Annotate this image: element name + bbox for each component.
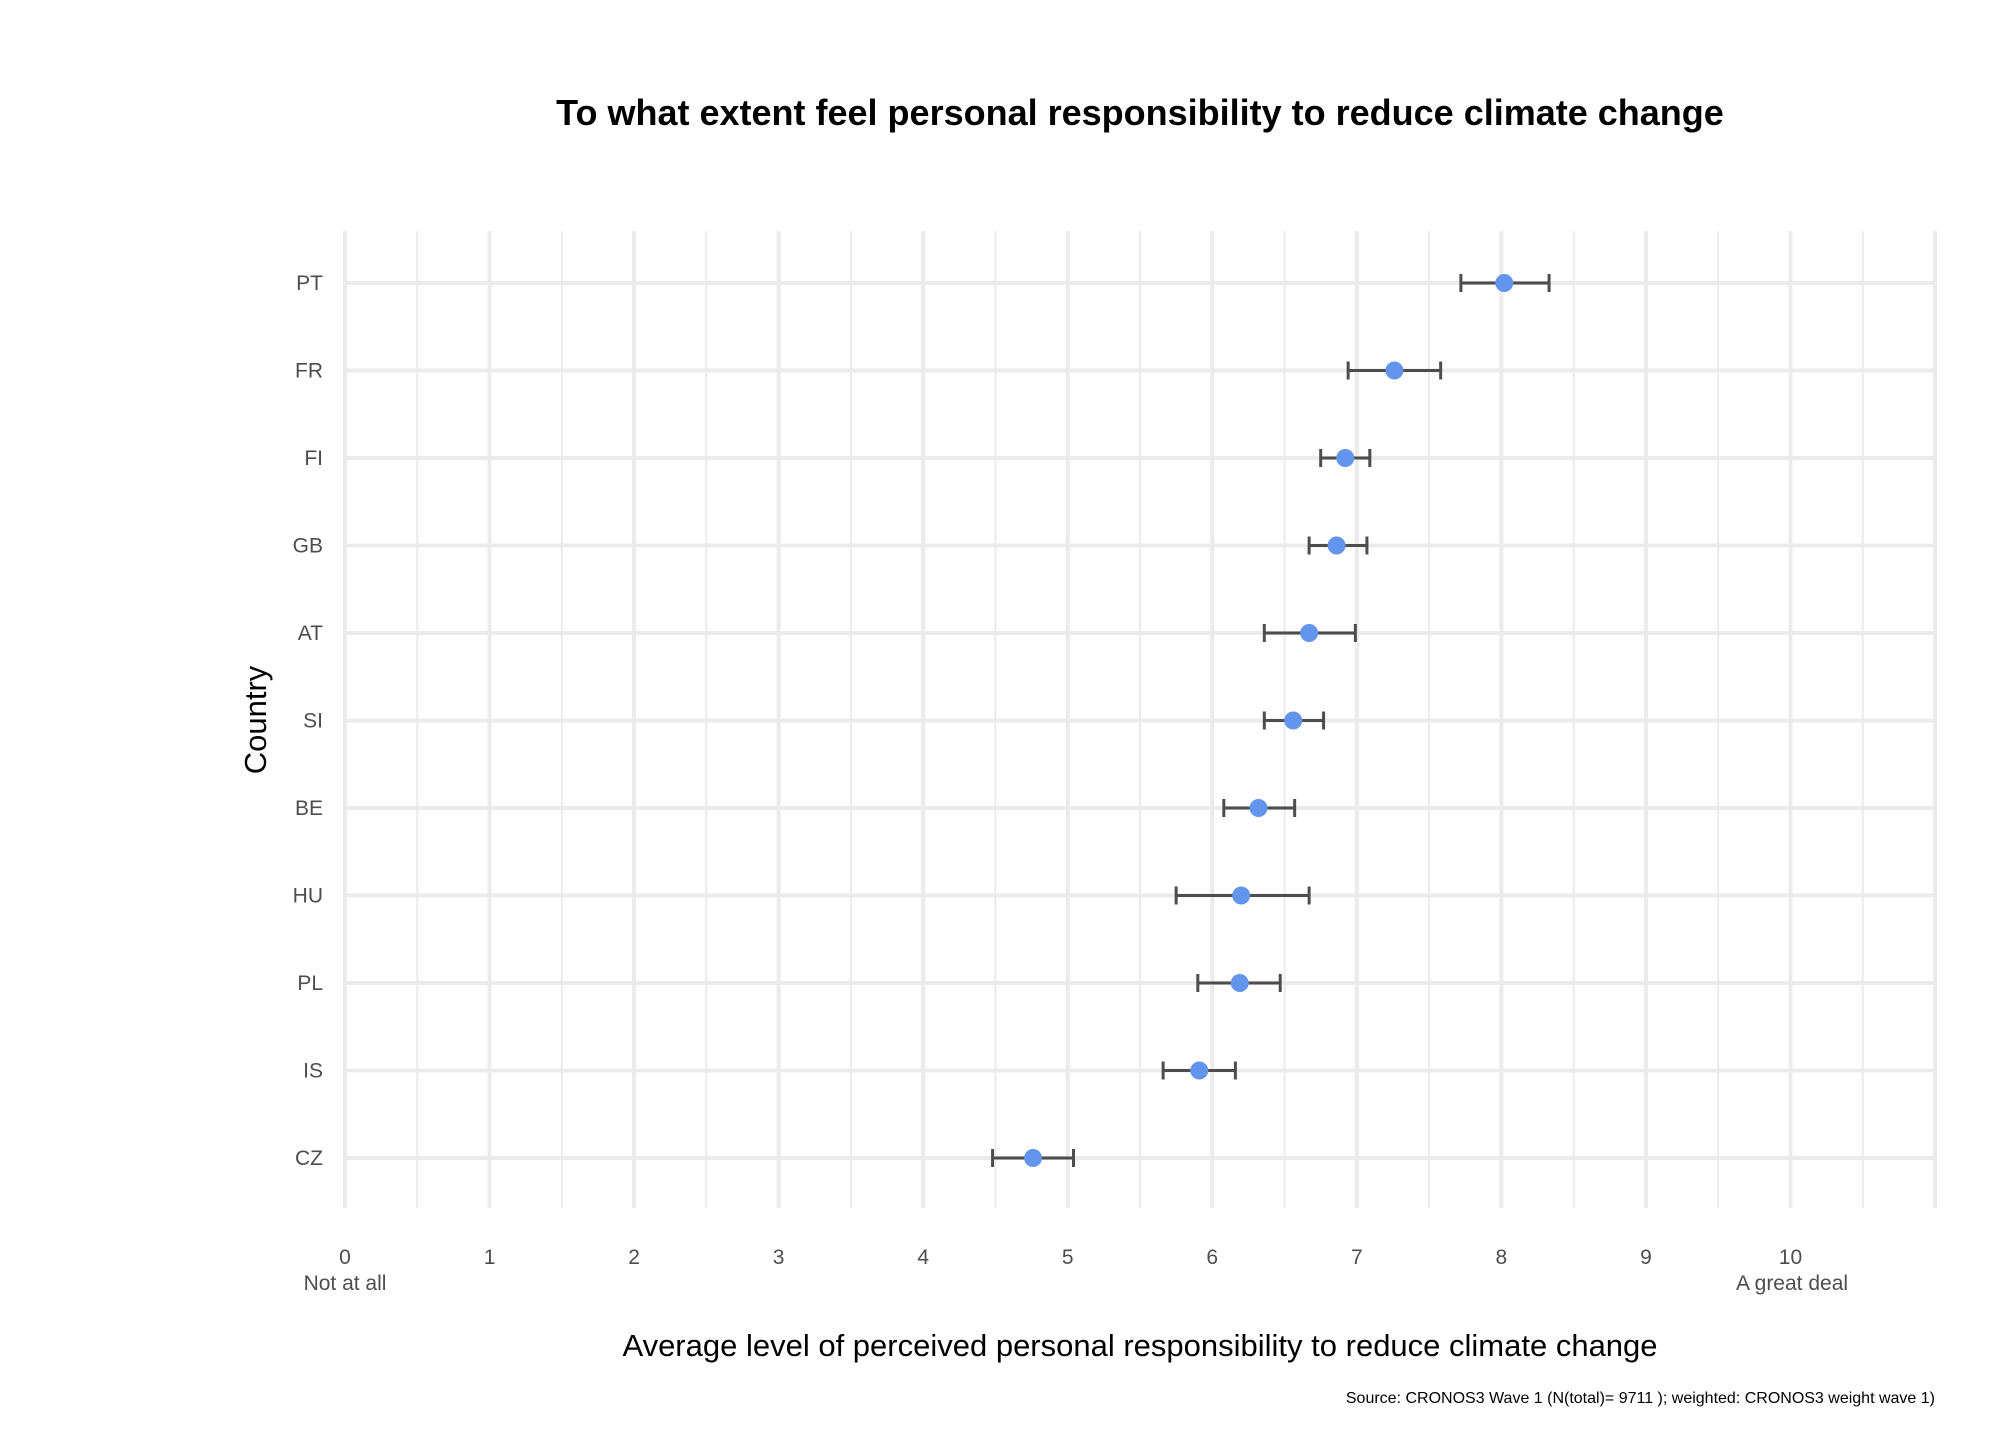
data-point-gb [1327,536,1346,555]
x-tick-labels: 0 1 2 3 4 5 6 7 8 9 10 [339,1246,1802,1269]
y-tick-label: CZ [295,1147,323,1170]
data-point-be [1249,799,1268,817]
y-tick-label: IS [303,1060,323,1083]
data-point-si [1284,711,1303,730]
y-tick-label: HU [293,885,323,908]
data-point-is [1190,1061,1209,1080]
data-marks [991,274,1551,1167]
y-tick-label: PL [297,972,323,995]
data-point-fi [1336,449,1355,467]
x-tick-label: 3 [773,1246,785,1269]
x-tick-label: 5 [1062,1246,1074,1269]
x-tick-label: 9 [1640,1246,1652,1269]
x-tick-label: 6 [1206,1246,1218,1269]
y-tick-labels: PT FR FI GB AT SI BE HU PL IS CZ [293,272,324,1170]
y-tick-label: SI [303,710,323,733]
x-tick-label: 7 [1351,1246,1363,1269]
x-tick-label: 2 [628,1246,640,1269]
x-tick-label: 8 [1496,1246,1508,1269]
x-tick-label: 0 [339,1246,351,1269]
y-tick-label: AT [298,622,323,645]
y-tick-label: BE [295,797,323,820]
x-max-sublabel: A great deal [1736,1272,1848,1295]
y-tick-label: PT [296,272,323,295]
data-point-cz [1024,1149,1043,1167]
data-point-fr [1385,361,1404,380]
x-tick-label: 4 [917,1246,929,1269]
y-tick-label: FI [304,447,323,470]
source-caption: Source: CRONOS3 Wave 1 (N(total)= 9711 )… [1346,1390,1935,1407]
y-axis-label: Country [238,665,273,774]
x-min-sublabel: Not at all [304,1272,387,1295]
grid [343,231,1937,1208]
y-tick-label: GB [293,535,323,558]
data-point-hu [1232,886,1251,905]
y-tick-label: FR [295,360,323,383]
data-point-at [1300,624,1319,642]
x-tick-label: 1 [484,1246,496,1269]
x-tick-label: 10 [1779,1246,1802,1269]
chart-title: To what extent feel personal responsibil… [556,92,1724,133]
data-point-pl [1230,974,1249,992]
data-point-pt [1495,274,1514,292]
x-axis-label: Average level of perceived personal resp… [622,1328,1657,1363]
